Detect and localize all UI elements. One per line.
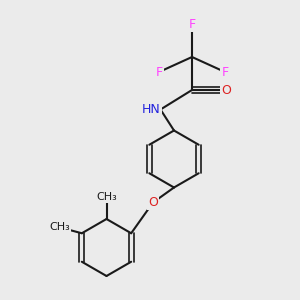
Text: F: F xyxy=(188,17,196,31)
Text: F: F xyxy=(221,65,229,79)
Text: HN: HN xyxy=(142,103,161,116)
Text: O: O xyxy=(222,83,231,97)
Text: CH₃: CH₃ xyxy=(49,222,70,232)
Text: CH₃: CH₃ xyxy=(96,191,117,202)
Text: O: O xyxy=(148,196,158,209)
Text: F: F xyxy=(155,65,163,79)
